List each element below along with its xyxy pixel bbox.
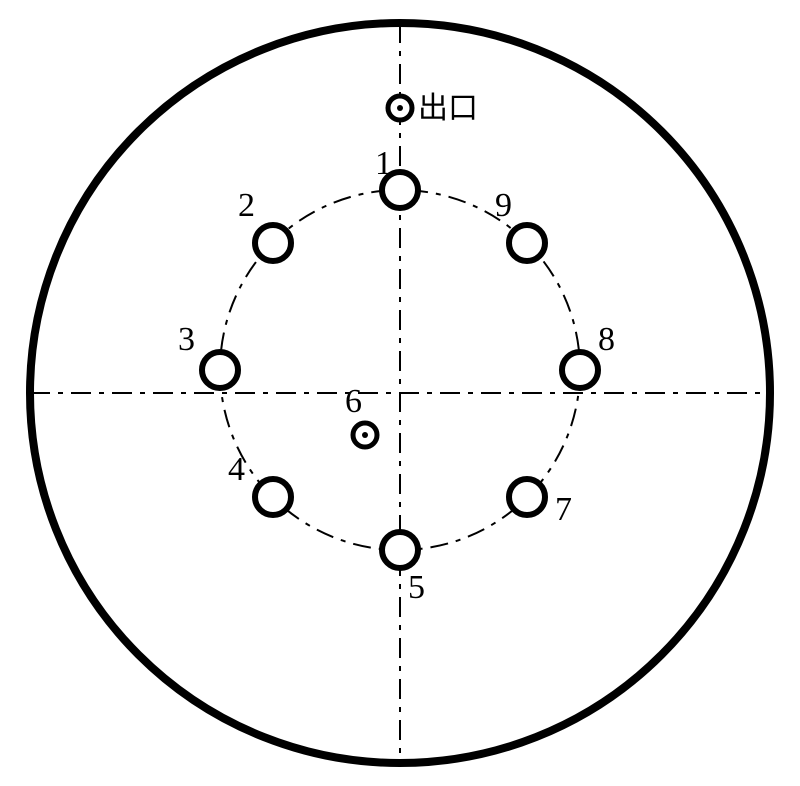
- node-7-label: 7: [555, 491, 572, 528]
- node-3-icon: [202, 352, 238, 388]
- node-2-label: 2: [238, 187, 255, 224]
- node-4-icon: [255, 479, 291, 515]
- node-5-label: 5: [408, 569, 425, 606]
- node-2-icon: [255, 225, 291, 261]
- node-9-label: 9: [495, 187, 512, 224]
- diagram-root: 1 2 3 4 5 7 8 9 6 出口: [0, 0, 800, 786]
- node-6-label: 6: [345, 383, 362, 420]
- node-1-label: 1: [375, 145, 392, 182]
- node-6-dot-icon: [362, 432, 368, 438]
- node-3-label: 3: [178, 321, 195, 358]
- node-4-label: 4: [228, 451, 245, 488]
- node-8-icon: [562, 352, 598, 388]
- outlet-dot-icon: [397, 105, 403, 111]
- node-5-icon: [382, 532, 418, 568]
- node-7-icon: [509, 479, 545, 515]
- outlet-label: 出口: [418, 92, 478, 125]
- node-8-label: 8: [598, 321, 615, 358]
- node-9-icon: [509, 225, 545, 261]
